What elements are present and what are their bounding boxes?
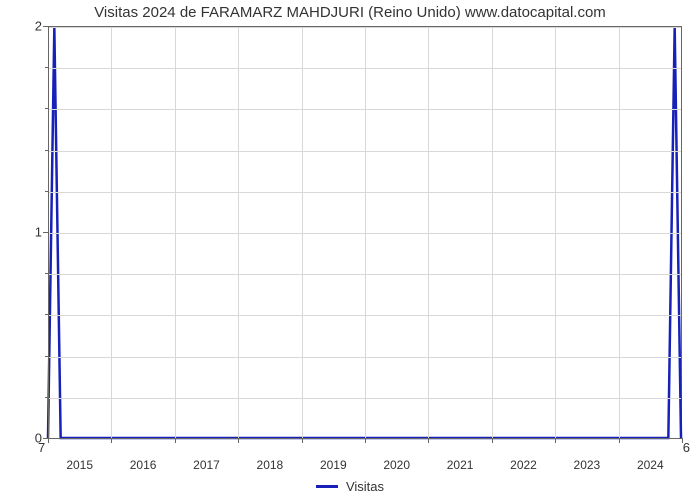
gridline-vertical [111,27,112,438]
x-tick-label: 2018 [257,458,284,472]
x-tick-label: 2019 [320,458,347,472]
x-tick-label: 2023 [574,458,601,472]
x-tick-mark [238,438,239,443]
y-tick-label: 2 [12,19,42,34]
x-tick-mark [682,438,683,443]
x-tick-label: 2024 [637,458,664,472]
x-tick-label: 2016 [130,458,157,472]
legend: Visitas [0,478,700,494]
gridline-vertical [428,27,429,438]
y-minor-tick-mark [45,397,48,398]
y-minor-tick-mark [45,150,48,151]
x-tick-mark [428,438,429,443]
y-tick-label: 0 [12,431,42,446]
y-axis [48,26,49,438]
gridline-vertical [302,27,303,438]
x-tick-label: 2015 [66,458,93,472]
chart-title: Visitas 2024 de FARAMARZ MAHDJURI (Reino… [0,4,700,21]
x-tick-mark [111,438,112,443]
gridline-vertical [619,27,620,438]
y-minor-tick-mark [45,314,48,315]
x-tick-mark [48,438,49,443]
y-minor-tick-mark [45,67,48,68]
x-tick-label: 2017 [193,458,220,472]
legend-label: Visitas [346,479,384,494]
x-tick-mark [175,438,176,443]
x-tick-label: 2021 [447,458,474,472]
x-tick-mark [302,438,303,443]
y-minor-tick-mark [45,108,48,109]
x-tick-mark [365,438,366,443]
y-tick-label: 1 [12,225,42,240]
legend-swatch [316,485,338,488]
y-minor-tick-mark [45,356,48,357]
y-minor-tick-mark [45,191,48,192]
plot-area [48,26,682,438]
y-tick-mark [43,232,48,233]
gridline-vertical [365,27,366,438]
x-tick-mark [619,438,620,443]
gridline-vertical [555,27,556,438]
corner-value-right: 6 [683,440,690,455]
x-tick-mark [555,438,556,443]
x-tick-mark [492,438,493,443]
gridline-vertical [492,27,493,438]
y-minor-tick-mark [45,273,48,274]
gridline-vertical [238,27,239,438]
x-tick-label: 2020 [383,458,410,472]
y-tick-mark [43,26,48,27]
x-tick-label: 2022 [510,458,537,472]
gridline-vertical [175,27,176,438]
